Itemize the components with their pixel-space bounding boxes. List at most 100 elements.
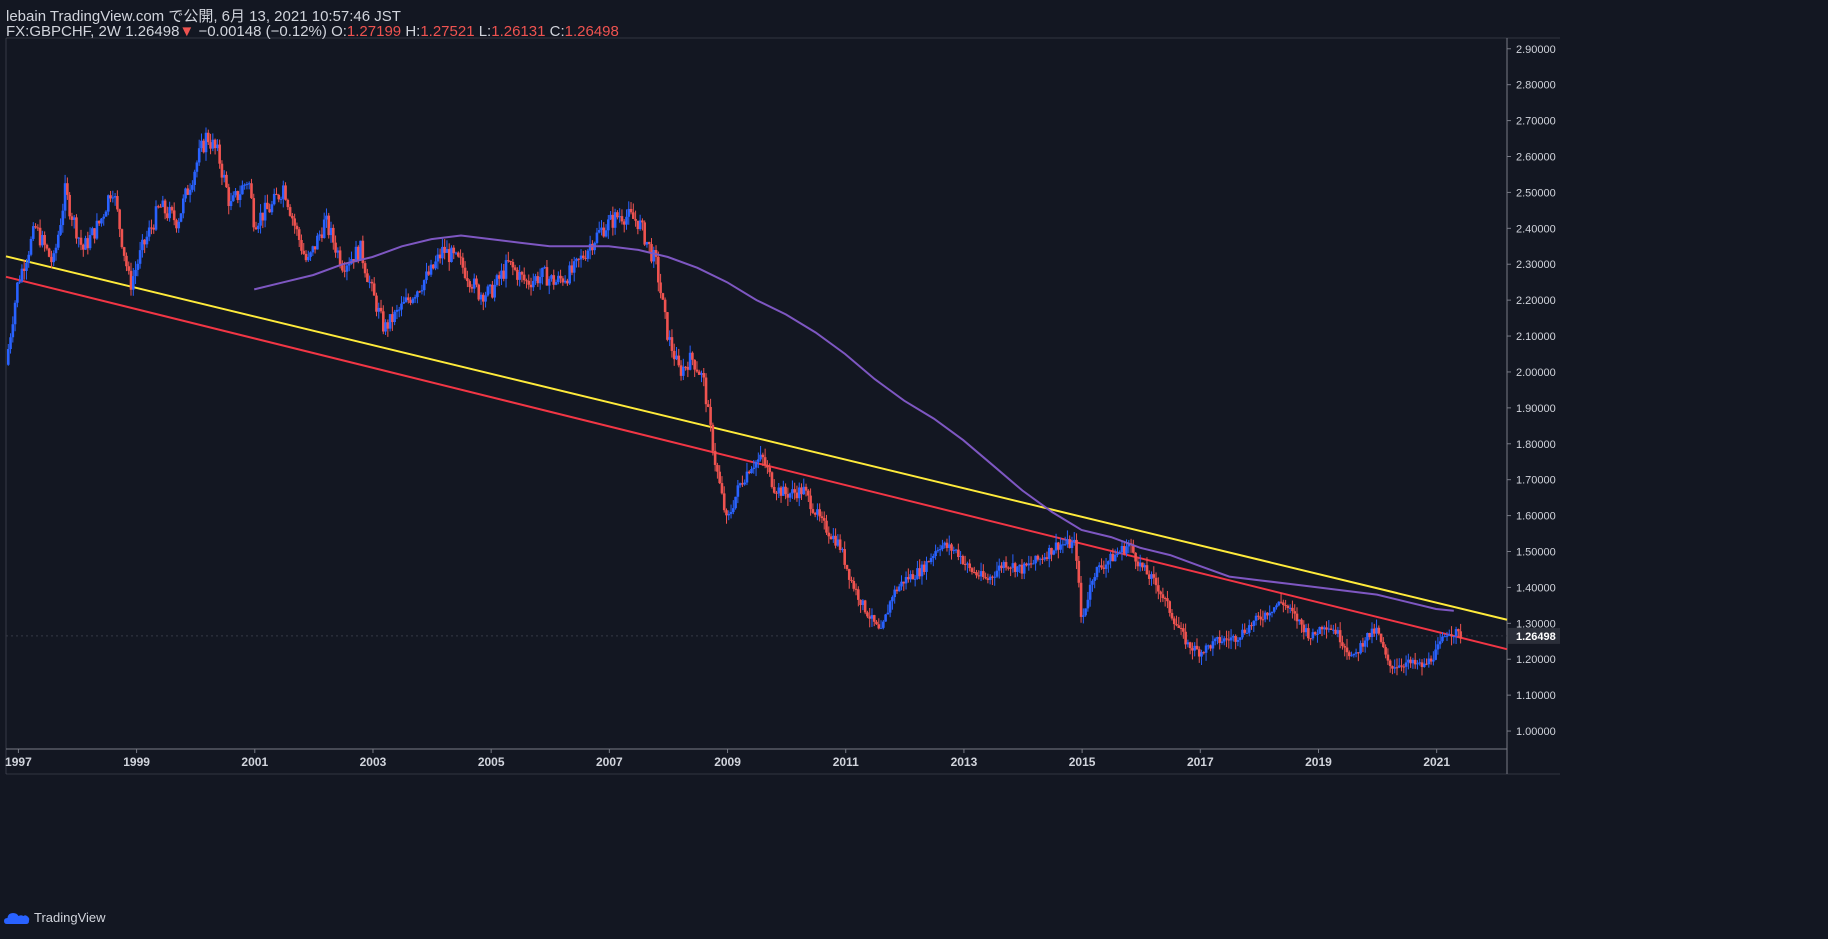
candle-body — [338, 250, 342, 266]
candle-body — [1418, 662, 1422, 664]
candle-body — [329, 227, 333, 236]
candle-body — [675, 355, 678, 360]
price-tick-label: 1.50000 — [1516, 547, 1556, 559]
candle-body — [1195, 645, 1199, 650]
candle-body — [1429, 658, 1433, 662]
candle-body — [63, 183, 67, 211]
price-tick-label: 2.80000 — [1516, 80, 1556, 92]
candle-body — [868, 616, 871, 619]
candle-body — [1102, 567, 1106, 569]
candle-body — [1161, 594, 1165, 599]
candle-body — [1322, 627, 1326, 630]
candle-body — [902, 581, 906, 584]
candle-body — [1222, 638, 1226, 642]
candle-body — [677, 355, 681, 366]
candle-body — [222, 174, 226, 178]
candle-body — [1375, 627, 1378, 634]
candle-body — [395, 309, 399, 312]
candle-body — [34, 226, 37, 228]
candle-body — [1020, 564, 1024, 574]
candle-body — [252, 198, 256, 228]
price-tick-label: 1.90000 — [1516, 403, 1556, 415]
candle-body — [1045, 557, 1049, 559]
candle-body — [106, 195, 110, 212]
candle-body — [1082, 615, 1085, 617]
candle-body — [913, 578, 917, 580]
candle-body — [945, 542, 949, 548]
price-tick-label: 2.40000 — [1516, 223, 1556, 235]
candle-body — [1125, 546, 1128, 554]
candle-body — [1118, 552, 1122, 554]
candle-body — [993, 576, 996, 578]
candle-body — [507, 260, 510, 262]
candle-body — [986, 578, 990, 580]
candle-body — [225, 174, 228, 188]
candle-body — [536, 276, 540, 284]
candle-body — [27, 254, 31, 263]
candle-body — [511, 261, 515, 268]
candle-body — [1184, 631, 1187, 645]
candle-body — [1288, 607, 1292, 609]
plot-frame — [5, 37, 1560, 775]
candle-body — [813, 512, 817, 515]
candle-body — [620, 216, 624, 222]
candle-body — [791, 489, 794, 494]
candle-body — [202, 140, 206, 153]
candle-body — [297, 229, 301, 241]
candle-body — [627, 208, 631, 217]
candle-body — [77, 237, 81, 239]
candle-body — [936, 550, 940, 552]
candles — [6, 127, 1462, 676]
candle-body — [995, 570, 999, 577]
candle-body — [141, 239, 144, 251]
candle-body — [1193, 645, 1197, 651]
candle-body — [616, 212, 619, 218]
candle-body — [238, 194, 242, 201]
candle-body — [1441, 636, 1444, 642]
candle-body — [1109, 553, 1112, 562]
candle-body — [950, 544, 953, 551]
price-change: −0.00148 (−0.12%) — [198, 23, 327, 40]
candle-body — [597, 230, 601, 233]
candle-body — [277, 194, 281, 200]
candle-body — [895, 589, 899, 592]
candle-body — [1191, 648, 1194, 651]
candle-body — [1261, 619, 1265, 621]
last-price-label: 1.26498 — [1516, 631, 1556, 643]
candle-body — [1075, 539, 1078, 561]
candle-body — [916, 568, 919, 579]
candle-body — [1370, 628, 1374, 638]
candle-body — [1216, 637, 1219, 639]
candle-body — [534, 276, 537, 281]
price-axis[interactable]: 2.90000 2.80000 2.70000 2.60000 2.50000 2.400… — [1507, 44, 1560, 738]
candle-body — [1013, 563, 1017, 572]
time-axis[interactable]: 1997 1999 2001 2003 2005 2007 2009 2011 2013 2015… — [5, 749, 1450, 769]
price-tick-label: 1.00000 — [1516, 726, 1556, 738]
candle-body — [777, 487, 781, 494]
candle-body — [1270, 611, 1274, 614]
candle-body — [197, 148, 201, 163]
candle-body — [547, 278, 551, 286]
candle-body — [850, 579, 853, 581]
candle-body — [452, 247, 456, 254]
candle-body — [1247, 625, 1251, 633]
symbol-label[interactable]: FX:GBPCHF, 2W — [6, 23, 122, 40]
candle-body — [1093, 577, 1097, 581]
candle-body — [711, 424, 715, 451]
candle-body — [136, 263, 140, 270]
candle-body — [1054, 542, 1058, 551]
trendlines — [5, 255, 1508, 651]
candle-body — [1225, 638, 1228, 640]
candle-body — [682, 366, 685, 376]
candle-body — [397, 309, 401, 311]
candle-body — [975, 572, 978, 576]
candle-body — [586, 250, 590, 259]
candle-body — [381, 311, 385, 332]
candle-body — [1352, 653, 1356, 656]
candle-body — [602, 227, 606, 237]
candle-body — [1234, 636, 1237, 642]
candle-body — [1218, 637, 1222, 643]
candle-body — [61, 210, 65, 226]
candle-body — [609, 214, 612, 220]
